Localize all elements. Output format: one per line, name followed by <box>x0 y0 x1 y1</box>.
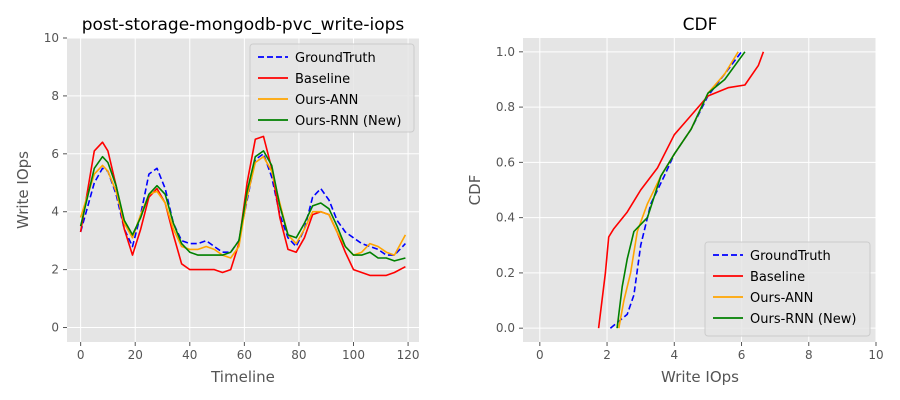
x-tick-label: 40 <box>182 348 197 362</box>
timeline-x-label: Timeline <box>210 368 275 386</box>
y-tick-label: 0 <box>51 321 59 335</box>
x-tick-label: 80 <box>291 348 306 362</box>
y-tick-label: 0.8 <box>496 100 515 114</box>
timeline-chart: post-storage-mongodb-pvc_write-iops Time… <box>14 15 420 386</box>
cdf-x-label: Write IOps <box>661 368 739 386</box>
y-tick-label: 2 <box>51 263 59 277</box>
x-tick-label: 0 <box>536 348 544 362</box>
y-tick-label: 1.0 <box>496 45 515 59</box>
legend-label: Ours-RNN (New) <box>295 114 401 129</box>
cdf-chart-title: CDF <box>683 15 718 35</box>
y-tick-label: 0.0 <box>496 321 515 335</box>
x-tick-label: 10 <box>868 348 883 362</box>
y-tick-label: 4 <box>51 205 59 219</box>
x-tick-label: 20 <box>128 348 143 362</box>
series-line-ours-rnn-new <box>79 150 406 262</box>
legend-frame <box>249 43 415 133</box>
legend-label: GroundTruth <box>750 249 831 264</box>
timeline-y-label: Write IOps <box>14 151 32 229</box>
y-tick-label: 0.2 <box>496 266 515 280</box>
x-tick-label: 100 <box>342 348 365 362</box>
legend: GroundTruth Baseline Ours-ANN Ours-RNN (New… <box>249 43 415 133</box>
y-tick-label: 8 <box>51 89 59 103</box>
legend-label: Ours-ANN <box>295 93 358 108</box>
y-tick-label: 10 <box>44 31 59 45</box>
x-tick-label: 6 <box>738 348 746 362</box>
timeline-chart-title: post-storage-mongodb-pvc_write-iops <box>82 15 405 35</box>
series-line-groundtruth <box>79 153 406 256</box>
y-tick-label: 6 <box>51 147 59 161</box>
y-tick-label: 0.6 <box>496 155 515 169</box>
legend-label: Baseline <box>750 270 805 285</box>
x-tick-label: 2 <box>603 348 611 362</box>
legend-label: GroundTruth <box>295 51 376 66</box>
cdf-y-label: CDF <box>466 175 484 206</box>
series-line-ours-rnn-new <box>616 51 746 329</box>
legend: GroundTruth Baseline Ours-ANN Ours-RNN (New… <box>704 241 871 337</box>
x-tick-label: 0 <box>77 348 85 362</box>
legend-label: Baseline <box>295 72 350 87</box>
legend-frame <box>704 241 871 337</box>
x-tick-label: 120 <box>397 348 420 362</box>
series-line-groundtruth <box>609 51 743 329</box>
legend-label: Ours-RNN (New) <box>750 312 856 327</box>
x-tick-label: 8 <box>805 348 813 362</box>
cdf-chart: CDF Write IOps CDF 0 2 4 6 8 10 0.0 0.2 0.4 0.6 0.… <box>466 15 884 386</box>
series-line-baseline <box>597 51 765 329</box>
legend-label: Ours-ANN <box>750 291 813 306</box>
y-tick-label: 0.4 <box>496 211 515 225</box>
x-tick-label: 60 <box>237 348 252 362</box>
x-tick-label: 4 <box>670 348 678 362</box>
